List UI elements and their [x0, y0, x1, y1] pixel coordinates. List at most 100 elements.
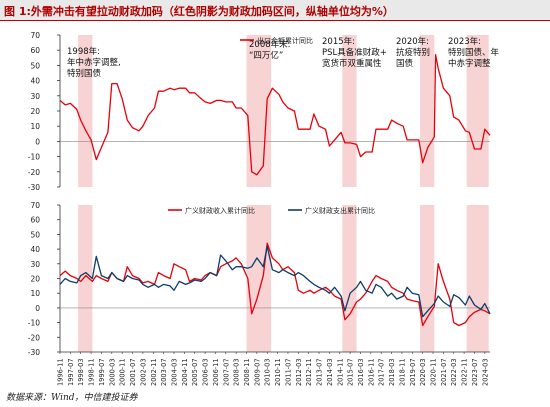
x-tick-label: 2020-03	[419, 358, 427, 386]
annotation-2: 2008年末: “四万亿”	[249, 39, 291, 61]
figure-title-bar: 图 1:外需冲击有望拉动财政加码（红色阴影为财政加码区间，纵轴单位均为%）	[0, 0, 550, 21]
shaded-period	[78, 205, 93, 352]
shaded-period	[466, 205, 489, 352]
legend-label: 广义财政收入累计同比	[185, 206, 255, 215]
x-tick-label: 2005-07	[191, 358, 199, 386]
x-tick-label: 1997-07	[67, 358, 75, 386]
annotation-line: 2008年末:	[249, 39, 291, 50]
x-tick-label: 2002-11	[150, 358, 158, 386]
annotation-line: 2015年:	[322, 36, 355, 47]
annotation-line: PSL具备准财政+	[322, 47, 387, 58]
x-tick-label: 2023-07	[471, 358, 479, 386]
shaded-period	[420, 35, 435, 187]
annotation-4: 2020年:抗疫特别国债	[396, 36, 430, 69]
annotation-1: 1998年:年中赤字调整,特别国债	[67, 46, 121, 79]
y-tick-label: 10	[30, 122, 40, 131]
shaded-period	[466, 35, 489, 187]
x-tick-label: 2012-03	[295, 358, 303, 386]
shaded-period	[246, 205, 272, 352]
x-tick-label: 2020-11	[430, 358, 438, 386]
x-tick-label: 2022-11	[461, 358, 469, 386]
x-tick-label: 2001-07	[129, 358, 137, 386]
y-tick-label: 70	[30, 31, 40, 40]
y-tick-label: -20	[28, 168, 40, 177]
x-tick-label: 2010-03	[264, 358, 272, 386]
x-tick-label: 2000-03	[108, 358, 116, 386]
figure-title: 图 1:外需冲击有望拉动财政加码（红色阴影为财政加码区间，纵轴单位均为%）	[4, 5, 394, 18]
x-tick-label: 2007-07	[222, 358, 230, 386]
chart-area: -30 -20 -10 0 10 20 30 40 50 60 70 出口金额累计同比 -30 -20 -1…	[28, 31, 500, 386]
panel-1: -30 -20 -10 0 10 20 30 40 50 60 70 出口金额累计同比	[28, 31, 491, 192]
shaded-period	[78, 35, 93, 187]
legend-label: 出口金额累计同比	[257, 36, 313, 45]
annotation-line: 抗疫特别	[396, 47, 430, 58]
x-tick-label: 1999-07	[98, 358, 106, 386]
x-tick-label: 2017-07	[378, 358, 386, 386]
y-tick-label: 40	[30, 77, 40, 86]
x-tick-label: 2014-03	[326, 358, 334, 386]
annotation-line: 年中赤字调整,	[67, 57, 121, 68]
x-tick-label: 2022-03	[450, 358, 458, 386]
annotation-line: 特别国债	[67, 68, 102, 79]
x-tick-label: 1998-11	[88, 358, 96, 386]
y-tick-label: -10	[28, 319, 40, 328]
x-tick-label: 2009-07	[253, 358, 261, 386]
y-tick-label: 10	[30, 289, 40, 298]
data-source: 数据来源：Wind，中信建投证券	[6, 393, 138, 403]
x-tick-label: 2004-03	[170, 358, 178, 386]
panel-2: -30 -20 -10 0 10 20 30 40 50 60 70 广义财政收入累计同比 广义财政支出…	[28, 201, 491, 357]
x-tick-label: 2010-11	[274, 358, 282, 386]
x-tick-label: 1996-11	[57, 358, 65, 386]
x-tick-label: 1998-03	[77, 358, 85, 386]
y-tick-label: 50	[30, 230, 40, 239]
x-tick-label: 2008-11	[243, 358, 251, 386]
x-tick-label: 2018-03	[388, 358, 396, 386]
y-tick-label: 60	[30, 216, 40, 225]
series-line-2-2	[59, 245, 491, 318]
y-tick-label: 20	[30, 107, 40, 116]
annotation-line: 中赤字调整	[448, 58, 491, 69]
y-tick-label: 70	[30, 201, 40, 210]
x-tick-label: 2000-11	[119, 358, 127, 386]
legend-label: 广义财政支出累计同比	[305, 206, 375, 215]
series-line-2-1	[59, 242, 491, 327]
annotation-line: 2023年:	[448, 36, 481, 47]
annotation-line: 宽货币双重属性	[322, 58, 382, 69]
y-tick-label: -10	[28, 153, 40, 162]
x-tick-label: 2003-07	[160, 358, 168, 386]
x-tick-label: 2019-07	[409, 358, 417, 386]
y-tick-label: 20	[30, 275, 40, 284]
y-tick-label: 30	[30, 260, 40, 269]
annotation-line: “四万亿”	[249, 50, 283, 61]
x-tick-label: 2016-11	[367, 358, 375, 386]
x-tick-label: 2006-03	[202, 358, 210, 386]
shaded-period	[342, 205, 357, 352]
y-tick-label: -30	[28, 183, 40, 192]
x-tick-label: 2014-11	[336, 358, 344, 386]
y-tick-label: -30	[28, 348, 40, 357]
x-tick-label: 2024-03	[481, 358, 489, 386]
y-tick-label: 60	[30, 46, 40, 55]
annotation-line: 特别国债、年	[448, 47, 500, 58]
annotation-line: 1998年:	[67, 46, 100, 57]
x-tick-label: 2004-11	[181, 358, 189, 386]
series-line-1-1	[59, 54, 491, 176]
x-tick-label: 2006-11	[212, 358, 220, 386]
annotation-5: 2023年:特别国债、年中赤字调整	[448, 36, 500, 69]
y-tick-label: 40	[30, 245, 40, 254]
x-tick-label: 2002-03	[139, 358, 147, 386]
y-tick-label: 50	[30, 61, 40, 70]
x-tick-label: 2012-11	[305, 358, 313, 386]
y-tick-label: 30	[30, 92, 40, 101]
x-tick-label: 2011-07	[284, 358, 292, 386]
annotation-line: 国债	[396, 58, 414, 69]
x-tick-label: 2016-03	[357, 358, 365, 386]
shaded-period	[420, 205, 435, 352]
y-tick-label: -20	[28, 333, 40, 342]
x-tick-label: 2021-07	[440, 358, 448, 386]
annotation-3: 2015年: PSL具备准财政+宽货币双重属性	[322, 36, 387, 69]
x-tick-label: 2013-07	[316, 358, 324, 386]
x-tick-label: 2018-11	[398, 358, 406, 386]
x-tick-label: 2008-03	[233, 358, 241, 386]
